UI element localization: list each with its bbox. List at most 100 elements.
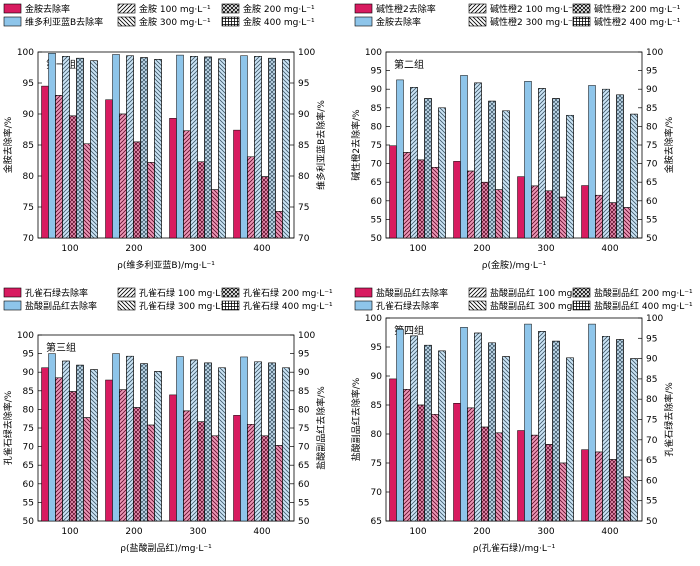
legend-swatch-1: [3, 300, 22, 311]
legend-label: 碱性橙2去除率: [376, 3, 436, 15]
y-tick-label-right: 95: [298, 79, 309, 89]
x-tick-label: 100: [409, 244, 426, 254]
bar-target-pattern: [623, 207, 631, 239]
bar-target-pattern: [467, 170, 475, 239]
bar-other: [48, 353, 56, 522]
y-tick-label-left: 70: [371, 488, 383, 498]
panel-label: 第三组: [46, 341, 76, 354]
y-axis-label-left: 金胺去除率/%: [2, 116, 14, 173]
panel-label: 第二组: [394, 58, 424, 71]
bar-target-pattern: [559, 196, 567, 239]
bar-other-pattern: [282, 367, 290, 522]
y-tick-label-left: 50: [23, 517, 35, 527]
legend-label: 碱性橙2 400 mg·L⁻¹: [594, 16, 681, 28]
y-axis-label-right: 维多利亚蓝B去除率/%: [315, 100, 327, 190]
bar-other-pattern: [190, 56, 198, 239]
x-axis-label: ρ(盐酸副品红)/mg·L⁻¹: [120, 542, 212, 554]
y-tick-label-left: 80: [371, 122, 383, 132]
x-tick-label: 300: [537, 244, 554, 254]
y-tick-label-right: 90: [298, 110, 310, 120]
bar-target-pattern: [183, 130, 191, 239]
legend-label: 盐酸副品红去除率: [376, 287, 448, 299]
legend-label: 金胺 100 mg·L⁻¹: [139, 3, 211, 15]
legend-swatch-3: [221, 3, 240, 14]
y-axis-label-left: 孔雀石绿去除率/%: [2, 390, 14, 465]
bar-other-pattern: [602, 88, 610, 239]
bar-target-pattern: [133, 141, 141, 239]
bar-other-pattern: [410, 335, 418, 522]
y-tick-label-left: 65: [371, 178, 382, 188]
bar-other-pattern: [538, 331, 546, 522]
bar-other-pattern: [90, 60, 98, 239]
bar-target: [169, 394, 177, 522]
bar-target-pattern: [403, 152, 411, 239]
legend-label: 盐酸副品红 300 mg·L⁻¹: [490, 300, 589, 312]
legend-label: 盐酸副品红去除率: [25, 300, 97, 312]
y-tick-label-right: 60: [646, 197, 658, 207]
bar-target-pattern: [55, 377, 63, 522]
y-tick-label-left: 95: [371, 343, 382, 353]
legend-label: 金胺 200 mg·L⁻¹: [243, 3, 315, 15]
bar-other-pattern: [630, 358, 638, 522]
bar-target: [389, 145, 397, 239]
legend-label: 孔雀石绿 400 mg·L⁻¹: [243, 300, 333, 312]
legend-swatch-0: [354, 287, 373, 298]
y-tick-label-right: 50: [646, 517, 658, 527]
y-axis-label-right: 孔雀石绿去除率/%: [663, 382, 675, 457]
legend-swatch-1: [354, 16, 373, 27]
x-tick-label: 200: [125, 244, 142, 254]
bar-target: [41, 85, 49, 239]
bar-target-pattern: [183, 410, 191, 522]
bar-other-pattern: [268, 362, 276, 522]
legend-label: 孔雀石绿 300 mg·L⁻¹: [139, 300, 229, 312]
bar-other-pattern: [154, 371, 162, 522]
legend-swatch-2: [468, 287, 487, 298]
bar-target: [41, 367, 49, 522]
bar-target-pattern: [55, 95, 63, 239]
y-tick-label-right: 75: [298, 203, 309, 213]
bar-target: [517, 430, 525, 522]
bar-other-pattern: [268, 57, 276, 239]
y-tick-label-right: 100: [646, 48, 663, 58]
bar-target-pattern: [417, 159, 425, 239]
x-tick-label: 100: [61, 527, 78, 537]
y-tick-label-left: 100: [17, 331, 34, 341]
y-tick-label-right: 90: [646, 355, 658, 365]
y-tick-label-left: 75: [23, 424, 34, 434]
bar-target-pattern: [275, 445, 283, 522]
bar-target-pattern: [261, 176, 269, 239]
bar-target-pattern: [211, 189, 219, 239]
bar-other: [176, 54, 184, 239]
bar-other-pattern: [616, 94, 624, 239]
bar-target-pattern: [481, 181, 489, 239]
legend-label: 盐酸副品红 100 mg·L⁻¹: [490, 287, 589, 299]
legend-swatch-3: [221, 287, 240, 298]
bar-other-pattern: [254, 361, 262, 522]
bar-other-pattern: [190, 359, 198, 522]
legend-swatch-2: [468, 3, 487, 14]
legend-swatch-3: [572, 3, 591, 14]
bar-target-pattern: [403, 389, 411, 522]
bar-target-pattern: [531, 185, 539, 239]
bar-other: [588, 323, 596, 522]
y-axis-label-right: 金胺去除率/%: [663, 116, 675, 173]
legend-swatch-1: [3, 16, 22, 27]
bar-other: [588, 85, 596, 239]
bar-other-pattern: [424, 344, 432, 522]
y-tick-label-left: 90: [23, 110, 35, 120]
bar-other-pattern: [140, 57, 148, 239]
y-tick-label-left: 80: [23, 405, 35, 415]
bar-target-pattern: [559, 462, 567, 522]
legend-label: 金胺 400 mg·L⁻¹: [243, 16, 315, 28]
y-tick-label-left: 50: [371, 234, 383, 244]
legend-swatch-2: [117, 287, 136, 298]
y-tick-label-right: 70: [298, 234, 310, 244]
bar-target: [169, 118, 177, 239]
bar-target-pattern: [69, 391, 77, 522]
bar-other: [524, 323, 532, 522]
legend-label: 维多利亚蓝B去除率: [25, 16, 103, 28]
y-tick-label-right: 100: [298, 331, 315, 341]
y-axis-label-left: 碱性橙2去除率/%: [350, 109, 362, 181]
bar-target: [105, 99, 113, 239]
y-tick-label-left: 70: [371, 160, 383, 170]
